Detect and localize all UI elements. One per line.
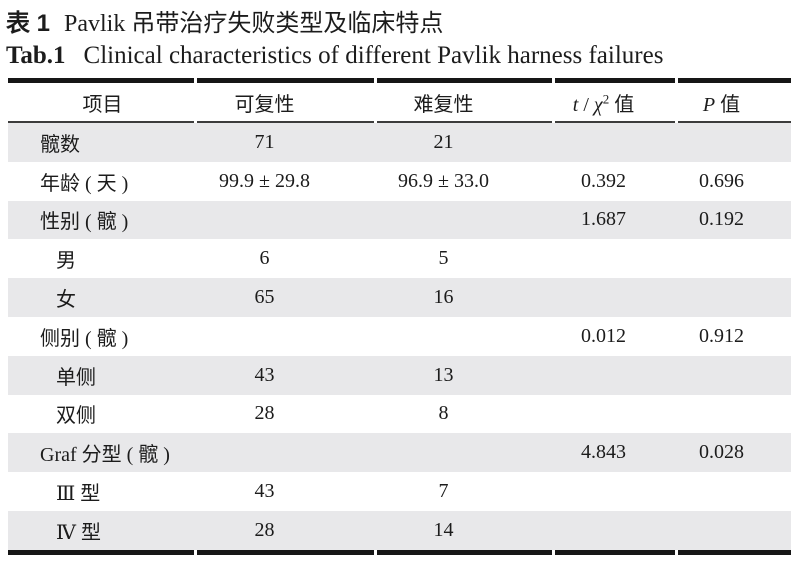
- cell-reducible: 71: [254, 130, 275, 153]
- cell-reducible: 6: [259, 247, 270, 270]
- table-number-en: Tab.1: [6, 42, 66, 69]
- table-top-rule: [8, 78, 791, 83]
- cell-reducible: 28: [254, 402, 275, 425]
- cell-item: 性别 ( 髋 ): [40, 211, 129, 234]
- cell-irreducible: 16: [433, 286, 454, 309]
- header-item: 项目: [82, 93, 123, 116]
- cell-item: 单侧: [56, 366, 96, 389]
- table-row: 性别 ( 髋 ) 1.687 0.192: [8, 200, 791, 240]
- table-body: 髋数 71 21 年龄 ( 天 ) 99.9 ± 29.8 96.9 ± 33.…: [8, 123, 791, 550]
- cell-item: 双侧: [56, 405, 96, 428]
- table-row: Ⅳ 型 28 14: [8, 510, 791, 550]
- cell-p-value: 0.192: [699, 208, 744, 231]
- table-row: 年龄 ( 天 ) 99.9 ± 29.8 96.9 ± 33.0 0.392 0…: [8, 162, 791, 201]
- table-row: Ⅲ 型 43 7: [8, 472, 791, 511]
- cell-item: Ⅳ 型: [56, 521, 101, 544]
- table-row: 女 65 16: [8, 278, 791, 317]
- cell-irreducible: 21: [433, 130, 454, 153]
- table-header-row: 项目 可复性 难复性 t / χ2 值 P 值: [8, 83, 791, 121]
- cell-irreducible: 96.9 ± 33.0: [398, 169, 489, 192]
- header-statistic: t / χ2 值: [572, 90, 635, 116]
- cell-item: 侧别 ( 髋 ): [40, 327, 129, 350]
- table-title-en-text: Clinical characteristics of different Pa…: [83, 42, 664, 69]
- cell-irreducible: 5: [438, 247, 449, 270]
- table-bottom-rule: [8, 549, 791, 555]
- cell-statistic: 0.392: [581, 169, 626, 192]
- cell-item: Graf 分型 ( 髋 ): [40, 444, 170, 467]
- table-header-rule: [8, 121, 791, 123]
- cell-item: 髋数: [40, 133, 80, 156]
- cell-reducible: 99.9 ± 29.8: [219, 169, 310, 192]
- header-irreducible: 难复性: [413, 93, 474, 116]
- cell-item: 男: [56, 250, 76, 273]
- cell-item: Ⅲ 型: [56, 483, 101, 506]
- cell-statistic: 0.012: [581, 324, 626, 347]
- cell-irreducible: 8: [438, 402, 449, 425]
- table-row: 髋数 71 21: [8, 123, 791, 162]
- table-row: 男 6 5: [8, 239, 791, 278]
- cell-irreducible: 13: [433, 363, 454, 386]
- statistics-table: 项目 可复性 难复性 t / χ2 值 P 值 髋数 71 21 年龄 ( 天 …: [8, 78, 791, 555]
- cell-statistic: 4.843: [581, 441, 626, 464]
- cell-p-value: 0.028: [699, 441, 744, 464]
- cell-item: 年龄 ( 天 ): [40, 172, 129, 195]
- table-row: Graf 分型 ( 髋 ) 4.843 0.028: [8, 433, 791, 473]
- table-title-en: Tab.1 Clinical characteristics of differe…: [6, 40, 800, 72]
- header-reducible: 可复性: [234, 93, 295, 116]
- cell-reducible: 28: [254, 518, 275, 541]
- cell-reducible: 43: [254, 480, 275, 503]
- table-number-zh: 表 1: [6, 10, 51, 37]
- cell-p-value: 0.912: [699, 324, 744, 347]
- cell-p-value: 0.696: [699, 169, 744, 192]
- table-title-zh: 表 1 Pavlik 吊带治疗失败类型及临床特点: [6, 8, 800, 40]
- cell-item: 女: [56, 289, 76, 312]
- cell-reducible: 43: [254, 363, 275, 386]
- table-row: 双侧 28 8: [8, 395, 791, 434]
- cell-irreducible: 14: [433, 518, 454, 541]
- header-p-value: P 值: [702, 93, 741, 116]
- cell-reducible: 65: [254, 286, 275, 309]
- cell-statistic: 1.687: [581, 208, 626, 231]
- table-row: 单侧 43 13: [8, 355, 791, 395]
- table-title-zh-text: Pavlik 吊带治疗失败类型及临床特点: [64, 11, 444, 37]
- table-row: 侧别 ( 髋 ) 0.012 0.912: [8, 317, 791, 356]
- cell-irreducible: 7: [438, 480, 449, 503]
